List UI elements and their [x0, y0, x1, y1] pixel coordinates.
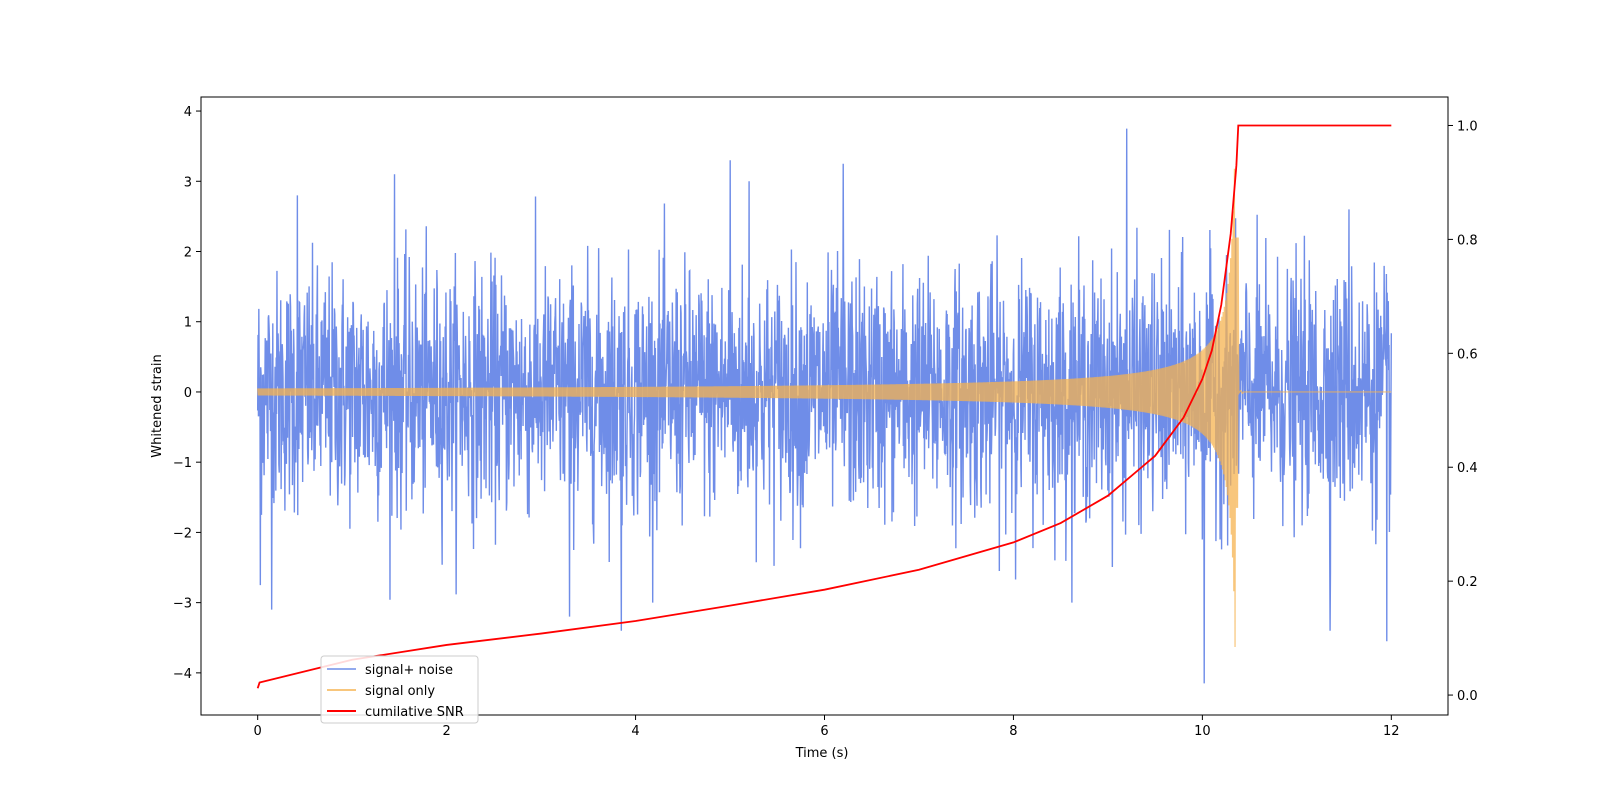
x-tick-label: 4: [631, 724, 639, 739]
legend: signal+ noise signal only cumilative SNR: [320, 655, 479, 724]
legend-item-signal-only: signal only: [327, 684, 435, 699]
y-right-tick-label: 0.0: [1457, 689, 1478, 704]
legend-item-cumulative-snr: cumilative SNR: [327, 705, 464, 720]
x-tick-label: 0: [254, 724, 262, 739]
y-axis-label: Whitened strain: [150, 354, 165, 457]
y-right-tick-label: 0.6: [1457, 347, 1478, 362]
legend-box: [320, 655, 479, 724]
series-cumulative-snr-line: [256, 124, 1392, 689]
series-signal-only-line: [257, 168, 1392, 647]
x-tick-label: 10: [1194, 724, 1211, 739]
y-right-tick-label: 0.8: [1457, 233, 1478, 248]
y-tick-label: 0: [184, 386, 192, 401]
series-layer: [256, 124, 1393, 689]
series-signal-noise-line: [256, 128, 1393, 684]
y-tick-label: 3: [184, 175, 192, 190]
x-tick-label: 2: [442, 724, 450, 739]
x-tick-label: 8: [1009, 724, 1017, 739]
y-tick-label: −3: [173, 597, 192, 612]
y-tick-label: 1: [184, 316, 192, 331]
y-tick-label: 2: [184, 246, 192, 261]
legend-label: signal+ noise: [365, 663, 453, 678]
y-tick-label: −1: [173, 456, 192, 471]
y-tick-label: −2: [173, 526, 192, 541]
y-right-tick-label: 0.4: [1457, 461, 1478, 476]
legend-label: signal only: [365, 684, 435, 699]
y-tick-label: 4: [184, 105, 192, 120]
y-right-tick-label: 1.0: [1457, 119, 1478, 134]
x-tick-label: 12: [1383, 724, 1400, 739]
legend-label: cumilative SNR: [365, 705, 464, 720]
x-tick-label: 6: [820, 724, 828, 739]
x-axis-label: Time (s): [795, 746, 849, 761]
legend-item-signal-noise: signal+ noise: [327, 663, 453, 678]
y-right-tick-label: 0.2: [1457, 575, 1478, 590]
y-tick-label: −4: [173, 667, 192, 682]
